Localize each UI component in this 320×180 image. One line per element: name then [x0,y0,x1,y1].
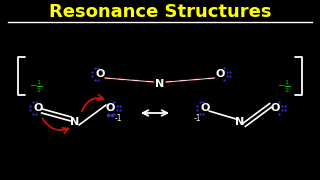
Text: Resonance Structures: Resonance Structures [49,3,271,21]
Text: O: O [215,69,225,79]
Text: N: N [156,79,164,89]
Text: N: N [236,117,244,127]
Text: O: O [200,103,210,113]
Text: O: O [33,103,43,113]
Text: O: O [95,69,105,79]
Text: N: N [70,117,80,127]
Text: O: O [105,103,115,113]
Text: O: O [270,103,280,113]
Text: $-\frac{1}{2}$: $-\frac{1}{2}$ [29,79,43,95]
Text: $-\frac{1}{2}$: $-\frac{1}{2}$ [277,79,291,95]
Text: -1: -1 [114,114,122,123]
Text: -1: -1 [193,114,201,123]
